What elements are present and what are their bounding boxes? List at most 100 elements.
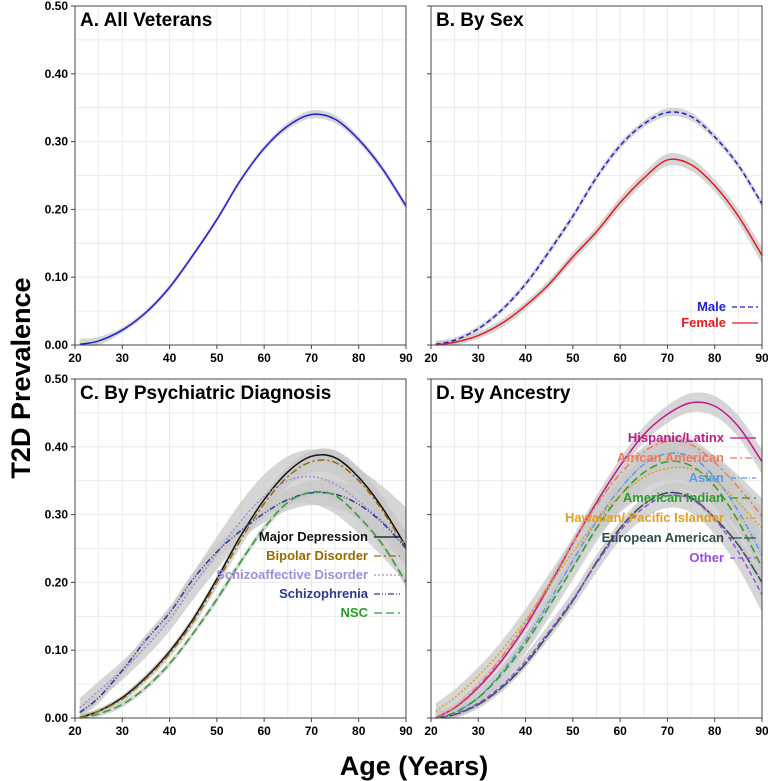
x-tick-label: 50 <box>210 724 224 738</box>
x-axis-ticks: 20 30 40 50 60 70 80 90 <box>68 345 413 365</box>
legend-item-female: Female <box>681 315 758 330</box>
x-tick-label: 60 <box>613 724 627 738</box>
y-axis-label: T2D Prevalence <box>6 277 36 478</box>
series-lines <box>435 111 763 346</box>
x-tick-label: 40 <box>163 351 177 365</box>
y-tick-label: 0.40 <box>45 440 69 454</box>
x-tick-label: 50 <box>566 724 580 738</box>
series-line-major-depression <box>79 454 407 719</box>
x-axis-ticks: 20 30 40 50 60 70 80 90 <box>68 718 413 738</box>
y-tick-label: 0.00 <box>45 338 69 352</box>
x-axis-label: Age (Years) <box>340 751 489 781</box>
legend-label: Schizophrenia <box>279 586 369 601</box>
y-tick-label: 0.10 <box>45 270 69 284</box>
series-line-all-veterans <box>79 113 407 346</box>
legend-item-european-american: European American <box>602 530 756 545</box>
x-tick-label: 80 <box>352 351 366 365</box>
x-tick-label: 70 <box>305 724 319 738</box>
series-line-hawaiian-pacific-islander <box>435 466 763 712</box>
panel-a-all-veterans: 20 30 40 50 60 70 80 90 0.00 0.10 0.20 0.30 0.40 0.50… <box>45 0 413 365</box>
panel-title: B. By Sex <box>436 10 524 31</box>
y-tick-label: 0.40 <box>45 67 69 81</box>
ci-band-american-indian <box>435 443 762 719</box>
y-tick-label: 0.20 <box>45 575 69 589</box>
x-tick-label: 80 <box>708 351 722 365</box>
legend: Hispanic/Latinx African American Asian Amer… <box>565 430 756 565</box>
x-tick-label: 70 <box>305 351 319 365</box>
x-axis-ticks: 20 30 40 50 60 70 80 90 <box>424 345 768 365</box>
series-line-asian <box>435 452 763 719</box>
x-tick-label: 80 <box>352 724 366 738</box>
series-line-schizophrenia <box>79 491 407 714</box>
legend-label: Asian <box>689 470 724 485</box>
legend-item-major-depression: Major Depression <box>259 529 400 544</box>
x-tick-label: 90 <box>399 724 413 738</box>
y-tick-label: 0.30 <box>45 508 69 522</box>
legend-item-hawaiian-pacific-islander: Hawaiian/ Pacific Islander <box>565 510 756 525</box>
x-tick-label: 20 <box>68 351 82 365</box>
y-axis-ticks: 0.00 0.10 0.20 0.30 0.40 0.50 <box>45 0 75 352</box>
series-line-hispanic-latinx <box>435 401 763 718</box>
x-tick-label: 30 <box>472 351 486 365</box>
x-tick-label: 20 <box>68 724 82 738</box>
x-tick-label: 70 <box>661 724 675 738</box>
y-tick-label: 0.30 <box>45 135 69 149</box>
legend-item-other: Other <box>689 550 756 565</box>
x-tick-label: 90 <box>755 724 768 738</box>
legend: Major Depression Bipolar Disorder Schizoaf… <box>216 529 400 620</box>
y-axis-ticks <box>427 378 431 719</box>
legend-label: Male <box>697 299 726 314</box>
x-tick-label: 60 <box>257 724 271 738</box>
confidence-bands <box>79 448 406 718</box>
x-axis-ticks: 20 30 40 50 60 70 80 90 <box>424 718 768 738</box>
y-tick-label: 0.50 <box>45 0 69 13</box>
y-axis-ticks <box>427 5 431 346</box>
legend-item-schizoaffective-disorder: Schizoaffective Disorder <box>216 567 400 582</box>
legend-label: Female <box>681 315 726 330</box>
legend-label: European American <box>602 530 724 545</box>
legend-label: African American <box>617 450 724 465</box>
panel-c-by-psychiatric-diagnosis: 20 30 40 50 60 70 80 90 0.00 0.10 0.20 0.30 0.40 0.50… <box>45 372 413 738</box>
legend-item-nsc: NSC <box>341 605 400 620</box>
plot-frame <box>430 5 763 346</box>
x-tick-label: 80 <box>708 724 722 738</box>
panel-title: D. By Ancestry <box>436 383 571 404</box>
series-lines <box>79 454 407 719</box>
x-tick-label: 90 <box>755 351 768 365</box>
series-line-european-american <box>435 491 763 719</box>
panel-title: A. All Veterans <box>80 10 212 31</box>
x-tick-label: 20 <box>424 724 438 738</box>
legend-item-schizophrenia: Schizophrenia <box>279 586 400 601</box>
x-tick-label: 40 <box>519 724 533 738</box>
series-line-african-american <box>435 440 763 718</box>
series-line-female <box>435 158 763 346</box>
legend-item-bipolar-disorder: Bipolar Disorder <box>266 548 400 563</box>
y-tick-label: 0.00 <box>45 711 69 725</box>
plot-frame <box>430 378 763 719</box>
legend-item-american-indian: American Indian <box>623 490 756 505</box>
legend-label: American Indian <box>623 490 724 505</box>
y-axis-ticks: 0.00 0.10 0.20 0.30 0.40 0.50 <box>45 372 75 725</box>
x-tick-label: 90 <box>399 351 413 365</box>
x-tick-label: 20 <box>424 351 438 365</box>
x-tick-label: 50 <box>210 351 224 365</box>
series-lines <box>435 401 763 719</box>
legend-label: NSC <box>341 605 369 620</box>
legend-label: Other <box>689 550 724 565</box>
gridlines <box>74 378 407 719</box>
x-tick-label: 60 <box>257 351 271 365</box>
legend-item-african-american: African American <box>617 450 756 465</box>
ci-band-hawaiian-pacific-islander <box>435 444 762 718</box>
series-lines <box>79 113 407 346</box>
plot-frame <box>74 5 407 346</box>
ci-band-schizophrenia <box>79 479 406 718</box>
x-tick-label: 30 <box>472 724 486 738</box>
x-tick-label: 50 <box>566 351 580 365</box>
legend-label: Major Depression <box>259 529 368 544</box>
y-tick-label: 0.50 <box>45 372 69 386</box>
legend-item-hispanic-latinx: Hispanic/Latinx <box>628 430 756 445</box>
x-tick-label: 30 <box>116 351 130 365</box>
legend-label: Schizoaffective Disorder <box>216 567 368 582</box>
series-line-american-indian <box>435 460 763 719</box>
